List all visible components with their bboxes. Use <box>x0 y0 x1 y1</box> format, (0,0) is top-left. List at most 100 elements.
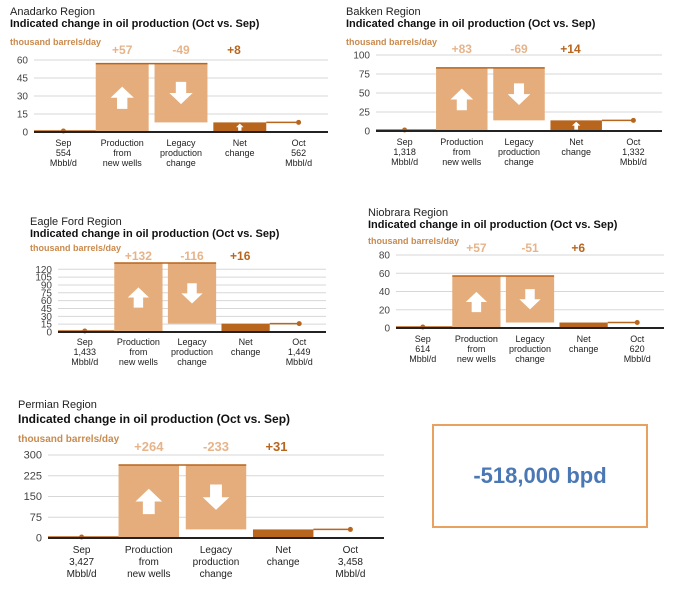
up-arrow-icon <box>236 123 244 131</box>
y-units-label: thousand barrels/day <box>18 434 120 445</box>
chart-title: Indicated change in oil production (Oct … <box>10 18 260 30</box>
category-label: Sep 1,433 Mbbl/d <box>71 337 98 367</box>
bakken-panel: Bakken Region Indicated change in oil pr… <box>346 4 666 176</box>
y-tick-label: 300 <box>24 450 42 462</box>
down-arrow-icon <box>169 81 193 105</box>
delta-label-legacy: -233 <box>203 439 229 454</box>
y-tick-label: 15 <box>41 320 53 331</box>
category-label: Legacy production change <box>509 334 551 364</box>
category-label: Oct 620 Mbbl/d <box>624 334 651 364</box>
y-tick-label: 60 <box>17 56 29 67</box>
chart-title: Indicated change in oil production (Oct … <box>18 412 291 426</box>
y-tick-label: 80 <box>379 251 391 262</box>
category-label: Net change <box>225 138 255 158</box>
delta-label-legacy: -116 <box>180 249 204 263</box>
category-label: Legacy production change <box>160 138 202 168</box>
down-arrow-icon <box>202 484 230 510</box>
region-title: Permian Region <box>18 399 97 411</box>
y-tick-label: 50 <box>359 89 371 100</box>
delta-label-new-wells: +57 <box>112 43 133 57</box>
total-change-text: -518,000 bpd <box>473 463 607 488</box>
bar-net-change <box>252 529 314 538</box>
category-label: Oct 1,449 Mbbl/d <box>286 337 313 367</box>
y-tick-label: 60 <box>379 269 391 280</box>
category-label: Oct 562 Mbbl/d <box>285 138 312 168</box>
y-tick-label: 0 <box>384 324 390 335</box>
y-tick-label: 30 <box>17 92 29 103</box>
delta-label-legacy: -69 <box>510 42 528 56</box>
y-units-label: thousand barrels/day <box>368 236 459 246</box>
delta-label-new-wells: +132 <box>125 249 152 263</box>
category-label: Legacy production change <box>171 337 213 367</box>
y-tick-label: 15 <box>17 110 29 121</box>
category-label: Production from new wells <box>101 138 144 168</box>
oct-marker <box>296 119 302 125</box>
region-title: Niobrara Region <box>368 207 449 219</box>
anadarko-chart: thousand barrels/day 0 15 30 45 60 +57 -49 +8 Sep… <box>10 37 328 168</box>
up-arrow-icon <box>127 287 150 308</box>
bar-net-change <box>559 322 608 328</box>
up-arrow-icon <box>110 86 134 109</box>
category-label: Net change <box>231 337 261 357</box>
category-label: Net change <box>267 545 300 568</box>
delta-label-new-wells: +57 <box>466 241 487 255</box>
category-label: Production from new wells <box>440 137 483 167</box>
chart-title: Indicated change in oil production (Oct … <box>368 219 618 231</box>
y-tick-label: 75 <box>41 288 53 299</box>
bakken-chart: thousand barrels/day 0 25 50 75 100 +83 -69 +14 S… <box>346 37 662 167</box>
delta-label-net: +31 <box>265 439 287 454</box>
y-tick-label: 20 <box>379 305 391 316</box>
delta-label-net: +14 <box>560 42 581 56</box>
anadarko-panel: Anadarko Region Indicated change in oil … <box>10 4 330 176</box>
y-tick-label: 150 <box>24 491 42 503</box>
delta-label-new-wells: +83 <box>452 42 473 56</box>
category-label: Production from new wells <box>455 334 498 364</box>
y-tick-label: 40 <box>379 287 391 298</box>
permian-chart: thousand barrels/day 0 75 150 225 300 +264 -233… <box>18 434 384 580</box>
up-arrow-icon <box>135 488 163 515</box>
y-tick-label: 0 <box>46 328 52 339</box>
permian-panel: Permian Region Indicated change in oil p… <box>18 397 388 597</box>
y-tick-label: 75 <box>30 512 42 524</box>
y-units-label: thousand barrels/day <box>10 37 101 47</box>
category-label: Net change <box>569 334 599 354</box>
y-tick-label: 100 <box>353 51 370 62</box>
oct-marker <box>296 321 302 327</box>
niobrara-panel: Niobrara Region Indicated change in oil … <box>368 205 668 373</box>
category-label: Production from new wells <box>117 337 160 367</box>
delta-label-net: +6 <box>571 241 585 255</box>
y-units-label: thousand barrels/day <box>346 37 437 47</box>
category-label: Net change <box>561 137 591 157</box>
y-tick-label: 225 <box>24 470 42 482</box>
category-label: Oct 1,332 Mbbl/d <box>620 137 647 167</box>
down-arrow-icon <box>507 83 531 105</box>
category-label: Legacy production change <box>498 137 540 167</box>
delta-label-net: +8 <box>227 43 241 57</box>
category-label: Sep 614 Mbbl/d <box>409 334 436 364</box>
y-tick-label: 0 <box>364 127 370 138</box>
y-tick-label: 30 <box>41 312 53 323</box>
oct-marker <box>634 320 640 326</box>
delta-label-new-wells: +264 <box>134 439 164 454</box>
delta-label-legacy: -51 <box>521 241 539 255</box>
delta-label-legacy: -49 <box>172 43 190 57</box>
down-arrow-icon <box>181 283 203 304</box>
region-title: Bakken Region <box>346 6 421 18</box>
eagle-ford-panel: Eagle Ford Region Indicated change in oi… <box>30 214 330 372</box>
category-label: Legacy production change <box>193 545 240 580</box>
y-units-label: thousand barrels/day <box>30 243 121 253</box>
category-label: Sep 1,318 Mbbl/d <box>391 137 418 167</box>
y-tick-label: 105 <box>35 273 52 284</box>
category-label: Production from new wells <box>125 545 173 580</box>
total-change-callout: -518,000 bpd <box>432 424 648 528</box>
category-label: Sep 3,427 Mbbl/d <box>67 545 97 580</box>
y-tick-label: 75 <box>359 70 371 81</box>
y-tick-label: 60 <box>41 296 53 307</box>
category-label: Oct 3,458 Mbbl/d <box>335 545 365 580</box>
y-tick-label: 0 <box>22 128 28 139</box>
y-tick-label: 25 <box>359 108 371 119</box>
region-title: Eagle Ford Region <box>30 216 122 228</box>
region-title: Anadarko Region <box>10 6 96 18</box>
niobrara-chart: thousand barrels/day 0 20 40 60 80 +57 -51 +6 Sep… <box>368 236 664 364</box>
